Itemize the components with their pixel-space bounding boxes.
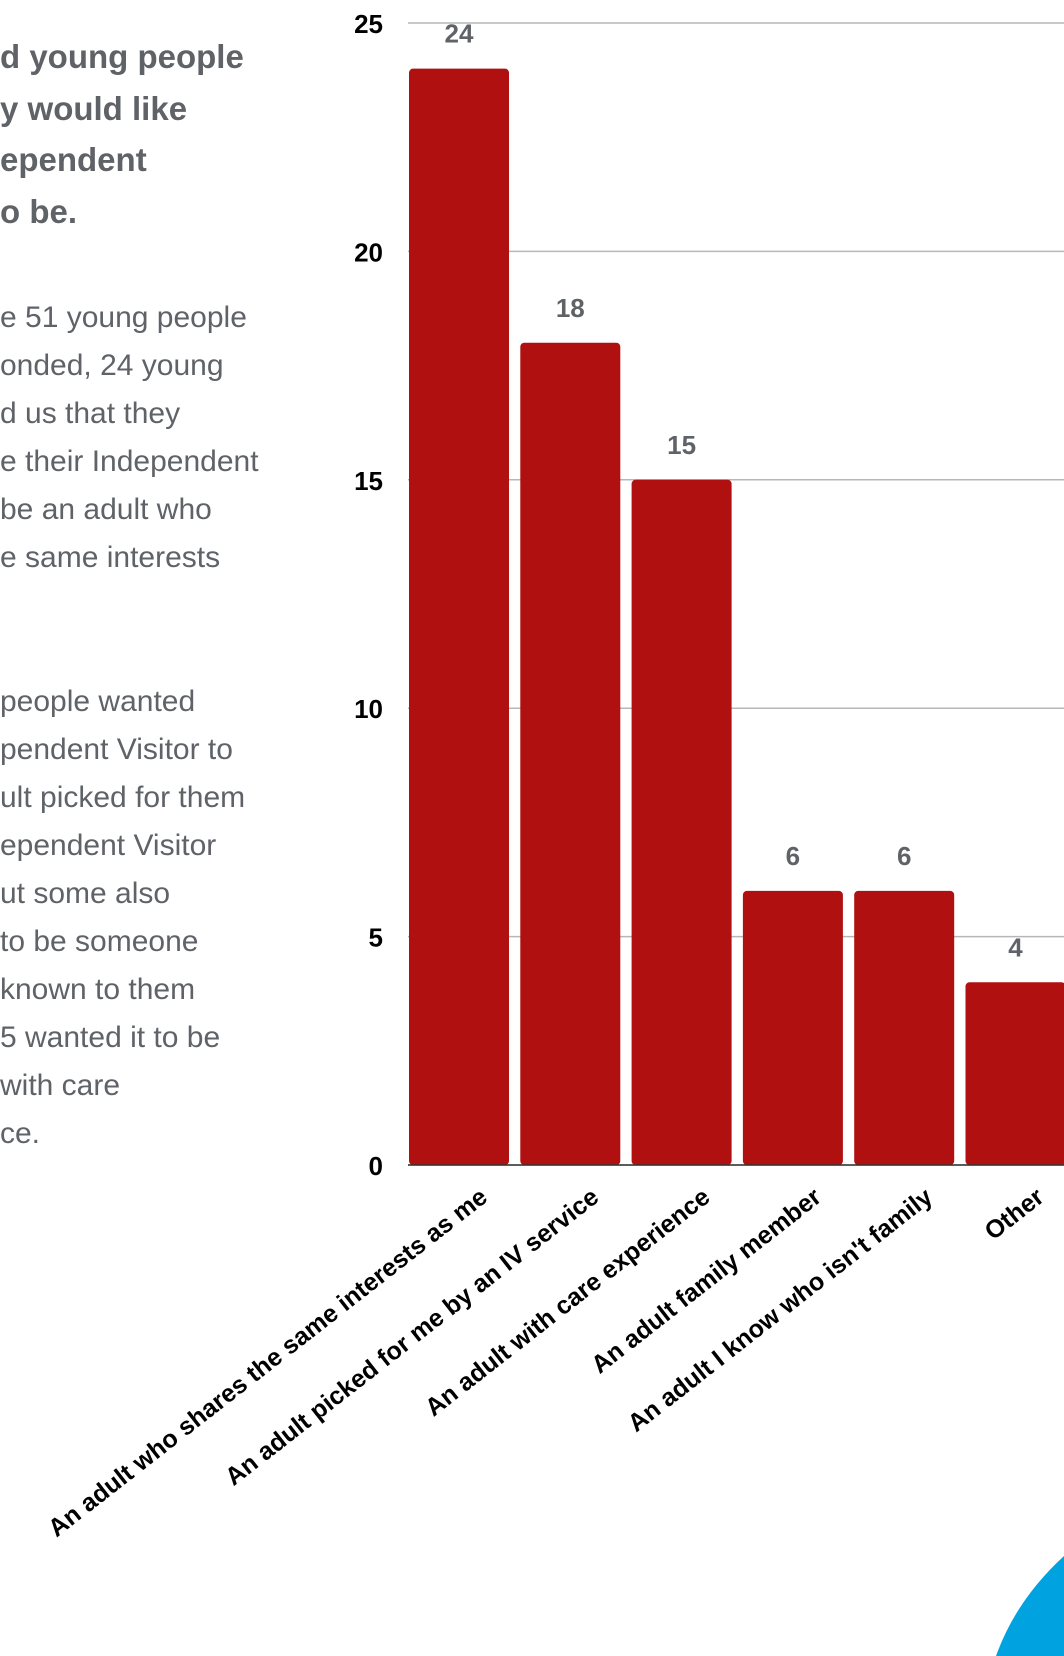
category-label: An adult who shares the same interests a… (43, 1183, 493, 1543)
paragraph-line: 5 wanted it to be (0, 1021, 221, 1054)
paragraph-line: pendent Visitor to (0, 733, 233, 766)
y-tick-label: 20 (354, 237, 383, 267)
paragraph-line: with care (0, 1069, 121, 1102)
paragraph-line: people wanted (0, 685, 196, 718)
data-label: 6 (897, 841, 911, 871)
data-label: 6 (786, 841, 800, 871)
heading-line: o be. (0, 193, 78, 230)
data-label: 4 (1008, 932, 1023, 962)
paragraph-line: be an adult who (0, 493, 212, 526)
bar (409, 68, 509, 1165)
paragraph-line: ut some also (0, 877, 171, 910)
data-label: 24 (445, 19, 474, 49)
data-label: 18 (556, 293, 585, 323)
paragraph-line: e their Independent (0, 445, 259, 478)
y-axis: 0 5 10 15 20 25 (354, 9, 1064, 1181)
bar (965, 982, 1064, 1165)
bar (520, 342, 621, 1165)
y-tick-label: 25 (354, 9, 383, 39)
bar (631, 479, 732, 1165)
bars (409, 68, 1064, 1165)
paragraph-line: e 51 young people (0, 301, 247, 334)
paragraph-line: to be someone (0, 925, 199, 958)
paragraph-line: onded, 24 young (0, 349, 224, 382)
corner-decoration (996, 1556, 1064, 1656)
paragraph-line: ependent Visitor (0, 829, 217, 862)
paragraph-line: e same interests (0, 541, 221, 574)
paragraph-line: ce. (0, 1117, 41, 1150)
bar (742, 890, 843, 1165)
category-label: Other (979, 1183, 1049, 1246)
text-panel: d young people y would like ependent o b… (0, 0, 320, 1200)
heading-line: y would like (0, 90, 188, 127)
y-tick-label: 10 (354, 694, 383, 724)
data-labels: 24 18 15 6 6 4 (445, 19, 1024, 963)
heading-line: d young people (0, 38, 244, 75)
paragraph-line: known to them (0, 973, 196, 1006)
x-axis-categories: An adult who shares the same interests a… (43, 1183, 1049, 1543)
paragraph-line: d us that they (0, 397, 181, 430)
y-tick-label: 15 (354, 466, 383, 496)
data-label: 15 (667, 430, 696, 460)
paragraph-line: ult picked for them (0, 781, 246, 814)
y-tick-label: 0 (369, 1151, 383, 1181)
y-tick-label: 5 (369, 923, 383, 953)
bar (854, 890, 955, 1165)
heading-line: ependent (0, 141, 147, 178)
